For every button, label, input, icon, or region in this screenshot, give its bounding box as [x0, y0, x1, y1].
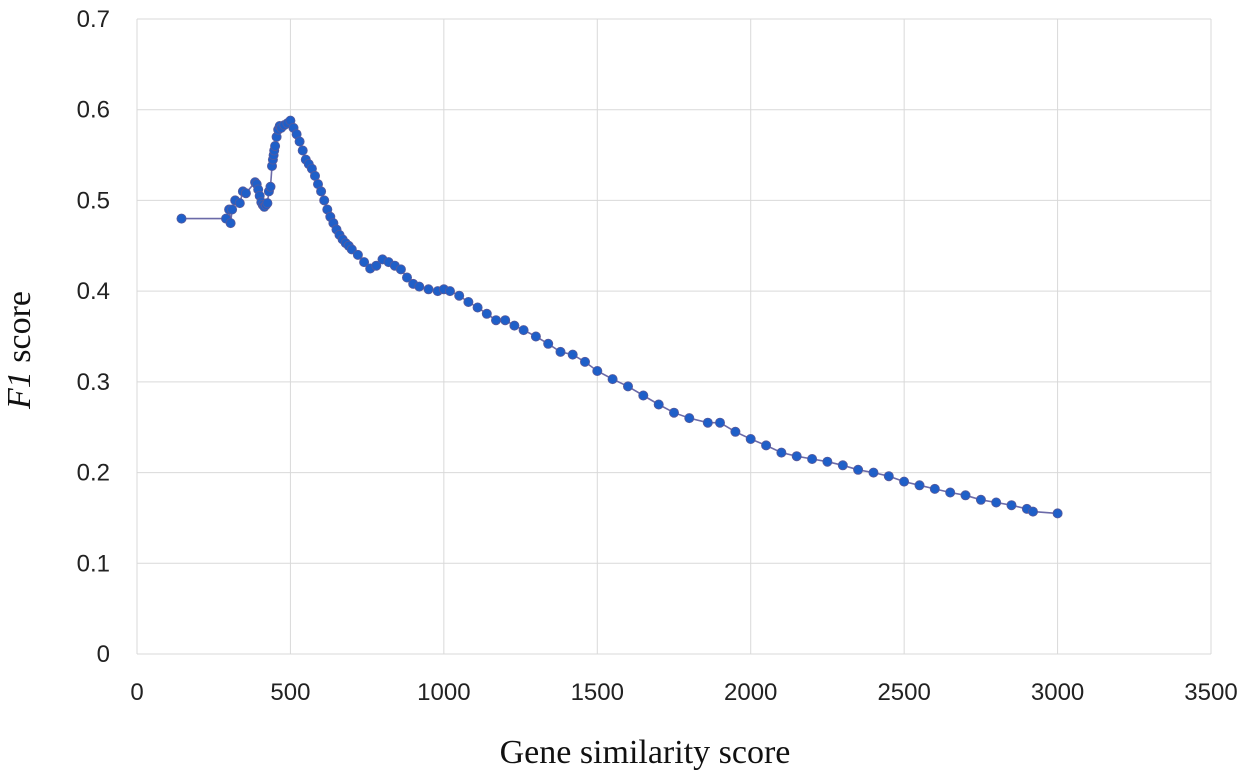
- data-point: [929, 483, 940, 494]
- data-point: [297, 145, 308, 156]
- data-point: [702, 417, 713, 428]
- data-point: [638, 390, 649, 401]
- data-point: [1052, 508, 1063, 519]
- x-tick-label: 1000: [417, 679, 470, 706]
- y-tick-label: 0.5: [77, 187, 110, 214]
- data-point: [899, 476, 910, 487]
- data-point: [359, 257, 370, 268]
- data-point: [454, 290, 465, 301]
- y-tick-label: 0.3: [77, 369, 110, 396]
- data-point: [1028, 506, 1039, 517]
- data-point: [715, 417, 726, 428]
- data-point: [776, 447, 787, 458]
- data-point: [270, 140, 281, 151]
- data-point: [1006, 500, 1017, 511]
- x-tick-label: 2500: [877, 679, 930, 706]
- x-axis-title: Gene similarity score: [500, 734, 791, 771]
- y-tick-label: 0.4: [77, 278, 110, 305]
- data-point: [371, 260, 382, 271]
- data-point: [580, 356, 591, 367]
- data-point: [543, 338, 554, 349]
- y-axis-title: F1 score: [1, 291, 38, 410]
- y-tick-label: 0.2: [77, 460, 110, 487]
- data-point: [975, 494, 986, 505]
- y-tick-label: 0.1: [77, 550, 110, 577]
- data-point: [240, 188, 251, 199]
- data-point: [234, 198, 245, 209]
- grid-layer: [136, 18, 1212, 655]
- data-point: [316, 186, 327, 197]
- data-point: [262, 198, 273, 209]
- data-point: [883, 471, 894, 482]
- data-point: [945, 487, 956, 498]
- x-tick-label: 1500: [571, 679, 624, 706]
- data-point: [567, 349, 578, 360]
- y-tick-label: 0: [97, 641, 110, 668]
- data-point: [607, 374, 618, 385]
- data-point: [294, 136, 305, 147]
- x-tick-label: 3500: [1184, 679, 1237, 706]
- data-point: [960, 490, 971, 501]
- data-point: [868, 467, 879, 478]
- data-point: [395, 264, 406, 275]
- data-point: [669, 407, 680, 418]
- data-point: [472, 302, 483, 313]
- data-point: [414, 281, 425, 292]
- data-point: [914, 480, 925, 491]
- data-point: [745, 433, 756, 444]
- data-point: [500, 315, 511, 326]
- data-point: [623, 381, 634, 392]
- data-point: [837, 460, 848, 471]
- data-point: [807, 453, 818, 464]
- data-points: [176, 115, 1063, 519]
- data-point: [509, 320, 520, 331]
- data-point: [176, 213, 187, 224]
- data-point: [653, 399, 664, 410]
- data-point: [490, 315, 501, 326]
- data-point: [227, 204, 238, 215]
- x-tick-label: 3000: [1031, 679, 1084, 706]
- x-tick-label: 2000: [724, 679, 777, 706]
- data-point: [853, 464, 864, 475]
- x-tick-label: 500: [270, 679, 310, 706]
- data-point: [444, 286, 455, 297]
- data-point: [991, 497, 1002, 508]
- data-point: [481, 308, 492, 319]
- y-tick-label: 0.7: [77, 6, 110, 33]
- data-point: [352, 249, 363, 260]
- y-axis-title-rest: score: [1, 291, 38, 371]
- data-point: [730, 426, 741, 437]
- data-point: [684, 413, 695, 424]
- data-point: [791, 451, 802, 462]
- data-point: [401, 272, 412, 283]
- data-point: [555, 346, 566, 357]
- x-tick-label: 0: [130, 679, 143, 706]
- data-point: [463, 296, 474, 307]
- data-point: [319, 195, 330, 206]
- data-point: [592, 365, 603, 376]
- tick-labels: 0 0.1 0.2 0.3 0.4 0.5 0.6 0.7 0 500 1000 1500 2000 25…: [77, 6, 1238, 706]
- data-point: [530, 331, 541, 342]
- data-point: [761, 440, 772, 451]
- data-point: [423, 284, 434, 295]
- y-axis-title-italic: F1: [1, 371, 38, 410]
- y-tick-label: 0.6: [77, 97, 110, 124]
- data-point: [225, 218, 236, 229]
- data-point: [822, 456, 833, 467]
- data-point: [518, 325, 529, 336]
- data-point: [265, 181, 276, 192]
